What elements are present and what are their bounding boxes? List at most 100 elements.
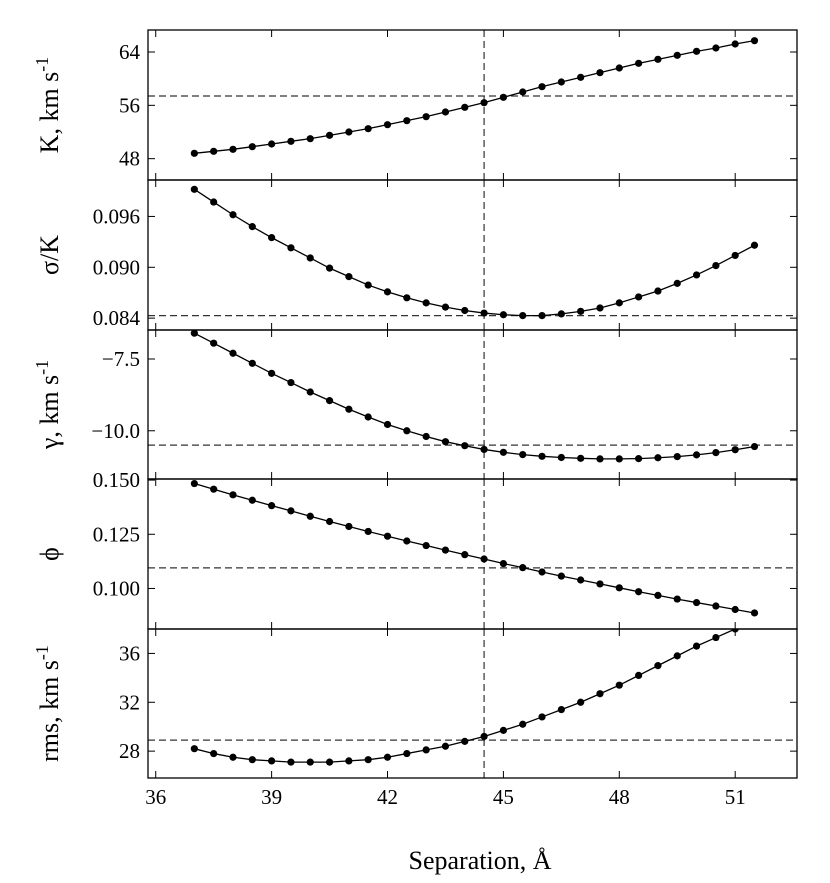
- data-point-rms: [499, 726, 508, 734]
- data-point-phi: [364, 527, 372, 536]
- data-point-phi: [654, 591, 662, 600]
- y-axis-label-superscript: -1: [32, 645, 52, 660]
- data-point-sigma_over_K: [190, 185, 198, 193]
- x-tick-label: 45: [493, 785, 514, 809]
- data-point-phi: [306, 512, 314, 520]
- y-axis-label-phi: ϕ: [35, 547, 64, 561]
- data-point-sigma_over_K: [499, 311, 508, 319]
- x-axis-label: Separation, Å: [409, 846, 552, 875]
- data-point-gamma: [635, 455, 643, 463]
- data-point-rms: [538, 713, 546, 721]
- data-point-gamma: [441, 438, 450, 446]
- x-tick-label: 51: [725, 785, 746, 809]
- data-point-gamma: [673, 453, 681, 461]
- data-point-rms: [480, 732, 488, 741]
- data-point-gamma: [268, 369, 276, 377]
- data-point-phi: [635, 588, 643, 596]
- x-tick-label: 36: [145, 785, 166, 809]
- data-point-sigma_over_K: [731, 251, 739, 260]
- data-point-K: [692, 47, 701, 55]
- data-point-sigma_over_K: [383, 288, 392, 296]
- data-point-gamma: [557, 453, 565, 462]
- data-point-rms: [268, 757, 276, 765]
- data-point-rms: [635, 671, 643, 680]
- data-point-gamma: [615, 455, 623, 463]
- data-point-phi: [248, 496, 256, 504]
- data-point-K: [248, 143, 256, 151]
- panel-K: 48 56 64 K, km s-1: [32, 29, 798, 181]
- data-point-K: [383, 121, 392, 129]
- data-point-rms: [345, 757, 353, 765]
- y-tick-label-gamma: −10.0: [91, 419, 140, 443]
- data-point-rms: [325, 758, 334, 766]
- data-point-K: [577, 73, 585, 81]
- data-point-gamma: [364, 413, 372, 421]
- panel-rms: 28 32 36 rms, km s-1: [32, 628, 798, 779]
- data-point-sigma_over_K: [577, 307, 585, 315]
- panel-gamma: −10.0 −7.5 γ, km s-1: [32, 329, 798, 480]
- data-point-rms: [248, 756, 256, 764]
- data-point-phi: [480, 555, 488, 563]
- series-line-K: [194, 40, 755, 154]
- data-point-rms: [654, 662, 662, 670]
- data-point-phi: [673, 595, 681, 603]
- data-point-K: [557, 78, 565, 86]
- data-point-phi: [577, 576, 585, 584]
- panel-frame-rms: [147, 628, 798, 779]
- data-point-gamma: [422, 432, 430, 441]
- data-point-rms: [615, 681, 623, 689]
- data-point-K: [403, 117, 411, 125]
- y-axis-label-text: rms, km s: [35, 660, 64, 762]
- x-tick-label: 48: [609, 785, 630, 809]
- data-point-sigma_over_K: [403, 294, 411, 302]
- data-point-K: [750, 37, 759, 45]
- data-point-sigma_over_K: [654, 287, 662, 295]
- data-point-gamma: [654, 454, 662, 462]
- panel-frame-sigma_over_K: [147, 179, 798, 331]
- data-point-phi: [422, 541, 430, 550]
- data-point-rms: [441, 742, 450, 750]
- data-point-sigma_over_K: [596, 304, 604, 312]
- data-point-K: [364, 125, 372, 133]
- y-tick-label-K: 64: [119, 40, 141, 64]
- data-point-gamma: [750, 442, 759, 451]
- data-point-rms: [403, 749, 411, 758]
- data-point-phi: [557, 572, 565, 580]
- data-point-gamma: [461, 442, 469, 450]
- data-point-sigma_over_K: [461, 306, 469, 315]
- data-point-phi: [403, 537, 411, 545]
- data-point-rms: [557, 706, 565, 714]
- data-point-sigma_over_K: [229, 211, 237, 219]
- data-point-phi: [461, 551, 469, 559]
- data-point-sigma_over_K: [268, 234, 276, 242]
- data-point-sigma_over_K: [306, 254, 314, 262]
- data-point-K: [441, 108, 450, 116]
- data-point-sigma_over_K: [519, 311, 527, 320]
- data-point-sigma_over_K: [210, 198, 218, 206]
- series-line-sigma_over_K: [194, 188, 755, 317]
- data-point-K: [499, 93, 508, 101]
- data-point-gamma: [306, 388, 314, 396]
- y-tick-label-gamma: −7.5: [102, 347, 140, 371]
- y-tick-label-phi: 0.100: [93, 576, 140, 600]
- data-point-K: [731, 40, 739, 48]
- data-point-K: [615, 64, 623, 72]
- series-phi: [190, 479, 759, 617]
- data-point-phi: [596, 580, 604, 588]
- data-point-sigma_over_K: [480, 309, 488, 317]
- data-point-K: [519, 88, 527, 96]
- data-point-gamma: [210, 339, 218, 347]
- data-point-sigma_over_K: [635, 293, 643, 301]
- data-point-rms: [190, 745, 198, 753]
- data-point-gamma: [538, 452, 546, 460]
- data-point-rms: [596, 690, 604, 698]
- data-point-K: [712, 44, 720, 52]
- data-point-rms: [712, 633, 720, 642]
- x-tick-label: 42: [377, 785, 398, 809]
- data-point-phi: [441, 546, 450, 554]
- data-point-phi: [750, 609, 759, 617]
- y-axis-label-sigma_over_K: σ/K: [35, 235, 64, 275]
- y-tick-label-rms: 28: [119, 739, 140, 763]
- y-axis-label-rms: rms, km s-1: [32, 645, 64, 762]
- y-tick-label-sigma_over_K: 0.090: [93, 255, 140, 279]
